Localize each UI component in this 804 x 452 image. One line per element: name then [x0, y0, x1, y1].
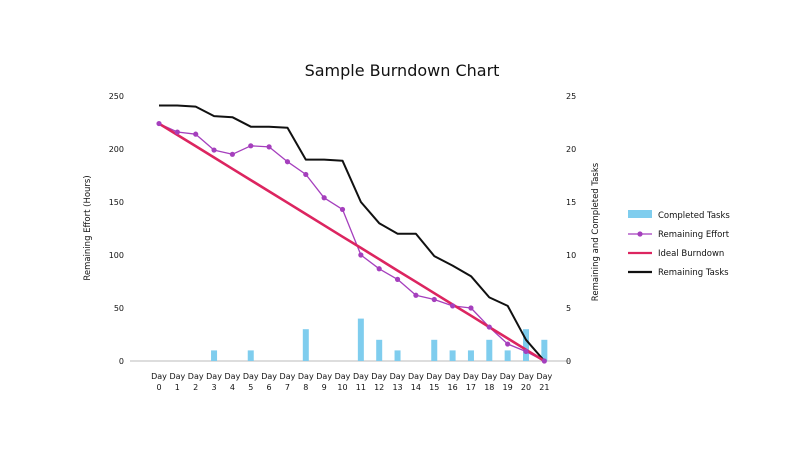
x-tick-label: Day 9: [316, 372, 332, 392]
remaining-effort-point: [266, 144, 272, 150]
x-tick-label: Day 17: [463, 372, 479, 392]
remaining-effort-point: [413, 292, 419, 298]
remaining-effort-point: [394, 276, 401, 282]
y-tick-right: 5: [566, 304, 571, 313]
remaining-effort-point: [174, 129, 180, 135]
y-tick-right: 0: [566, 357, 571, 366]
remaining-effort-point: [505, 341, 511, 347]
completed-tasks-bars: [211, 318, 548, 361]
completed-tasks-bar: [449, 350, 456, 361]
legend: Completed Tasks Remaining Effort Ideal Bur…: [628, 210, 730, 278]
completed-tasks-bar: [467, 350, 474, 361]
y-axis-left-title: Remaining Effort (Hours): [83, 175, 93, 280]
y-tick-right: 20: [566, 145, 576, 154]
legend-swatch-completed-tasks: [628, 210, 652, 218]
remaining-effort-point: [358, 252, 364, 258]
legend-label-remaining-tasks: Remaining Tasks: [658, 268, 729, 278]
chart-title: Sample Burndown Chart: [305, 61, 500, 80]
remaining-effort-point: [248, 143, 254, 149]
remaining-effort-point: [468, 305, 474, 311]
y-axis-right-title: Remaining and Completed Tasks: [591, 162, 601, 301]
x-tick-label: Day 8: [298, 372, 314, 392]
x-tick-label: Day 20: [518, 372, 534, 392]
x-tick-label: Day 16: [445, 372, 461, 392]
y-tick-left: 250: [109, 92, 124, 101]
x-tick-label: Day 10: [335, 372, 351, 392]
remaining-effort-point: [193, 131, 199, 137]
remaining-tasks-line: [159, 104, 546, 362]
remaining-effort-line: [158, 123, 545, 362]
remaining-effort-point: [211, 147, 217, 153]
remaining-effort-point: [523, 348, 529, 355]
y-tick-left: 50: [114, 304, 124, 313]
x-tick-label: Day 14: [408, 372, 424, 392]
remaining-effort-point: [156, 120, 162, 127]
legend-marker-remaining-effort: [637, 231, 643, 237]
x-tick-label: Day 7: [280, 372, 296, 392]
x-tick-label: Day 1: [169, 372, 185, 392]
remaining-effort-point: [376, 266, 382, 272]
legend-label-remaining-effort: Remaining Effort: [658, 230, 730, 240]
legend-label-completed-tasks: Completed Tasks: [658, 211, 730, 221]
y-tick-right: 25: [566, 92, 576, 101]
completed-tasks-bar: [541, 339, 548, 361]
y-tick-right: 10: [566, 251, 576, 260]
legend-label-ideal-burndown: Ideal Burndown: [658, 249, 724, 259]
completed-tasks-bar: [211, 350, 218, 361]
remaining-effort-point: [541, 358, 547, 364]
x-tick-label: Day 19: [500, 372, 516, 392]
completed-tasks-bar: [376, 339, 383, 361]
ideal-burndown-line: [158, 122, 546, 363]
completed-tasks-bar: [394, 350, 401, 361]
y-tick-left: 200: [109, 145, 124, 154]
remaining-effort-point: [321, 195, 327, 201]
x-tick-label: Day 13: [390, 372, 406, 392]
remaining-effort-point: [284, 159, 291, 165]
x-tick-label: Day 4: [225, 372, 241, 392]
x-tick-label: Day 12: [371, 372, 387, 392]
x-tick-label: Day 0: [151, 372, 167, 392]
y-tick-left: 0: [119, 357, 124, 366]
y-tick-right: 15: [566, 198, 576, 207]
completed-tasks-bar: [486, 339, 493, 361]
x-tick-label: Day 2: [188, 372, 204, 392]
x-tick-label: Day 15: [426, 372, 442, 392]
remaining-effort-markers: [156, 120, 547, 364]
remaining-effort-point: [450, 303, 456, 309]
remaining-effort-point: [303, 171, 309, 178]
x-tick-label: Day 5: [243, 372, 259, 392]
completed-tasks-bar: [523, 329, 529, 361]
completed-tasks-bar: [431, 339, 438, 361]
x-tick-label: Day 21: [536, 372, 552, 392]
remaining-effort-point: [339, 206, 346, 213]
completed-tasks-bar: [247, 350, 254, 361]
completed-tasks-bar: [504, 350, 511, 361]
x-tick-label: Day 11: [353, 372, 369, 392]
remaining-effort-point: [229, 151, 235, 157]
series-lines: [158, 104, 546, 363]
y-axis-left-ticks: 0 50 100 150 200 250: [109, 92, 124, 366]
remaining-effort-point: [486, 324, 492, 330]
y-tick-left: 100: [109, 251, 124, 260]
x-tick-label: Day 18: [481, 372, 497, 392]
remaining-effort-point: [431, 296, 437, 303]
y-axis-right-ticks: 0 5 10 15 20 25: [566, 92, 576, 366]
x-tick-label: Day 3: [206, 372, 222, 392]
x-tick-label: Day 6: [261, 372, 277, 392]
completed-tasks-bar: [302, 329, 309, 361]
y-tick-left: 150: [109, 198, 124, 207]
completed-tasks-bar: [357, 318, 364, 361]
